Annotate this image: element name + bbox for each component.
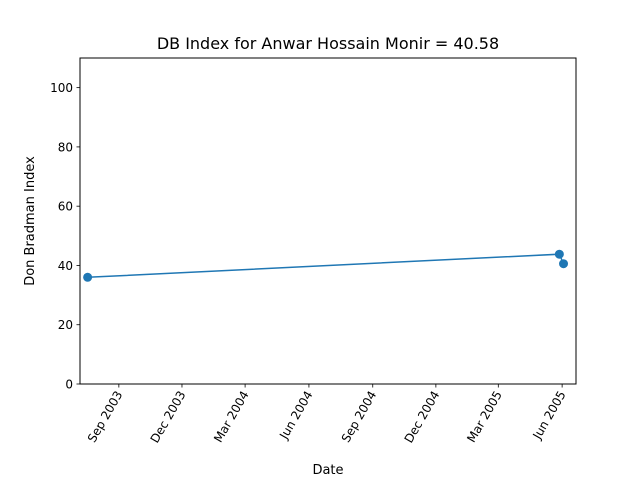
chart-title: DB Index for Anwar Hossain Monir = 40.58 — [157, 34, 499, 53]
y-axis-ticks: 0 20 40 60 80 100 — [50, 81, 80, 392]
plot-area-frame — [79, 57, 577, 385]
y-tick-label: 100 — [50, 81, 73, 95]
data-point — [83, 272, 93, 282]
data-point — [559, 259, 569, 269]
y-tick-label: 40 — [58, 259, 73, 273]
y-tick-label: 0 — [65, 378, 73, 392]
y-tick-label: 20 — [58, 318, 73, 332]
data-point — [554, 249, 564, 259]
y-tick-label: 80 — [58, 140, 73, 154]
y-axis-label: Don Bradman Index — [23, 156, 38, 286]
x-axis-label: Date — [312, 463, 343, 478]
plot-series — [83, 249, 569, 282]
y-tick-label: 60 — [58, 200, 73, 214]
